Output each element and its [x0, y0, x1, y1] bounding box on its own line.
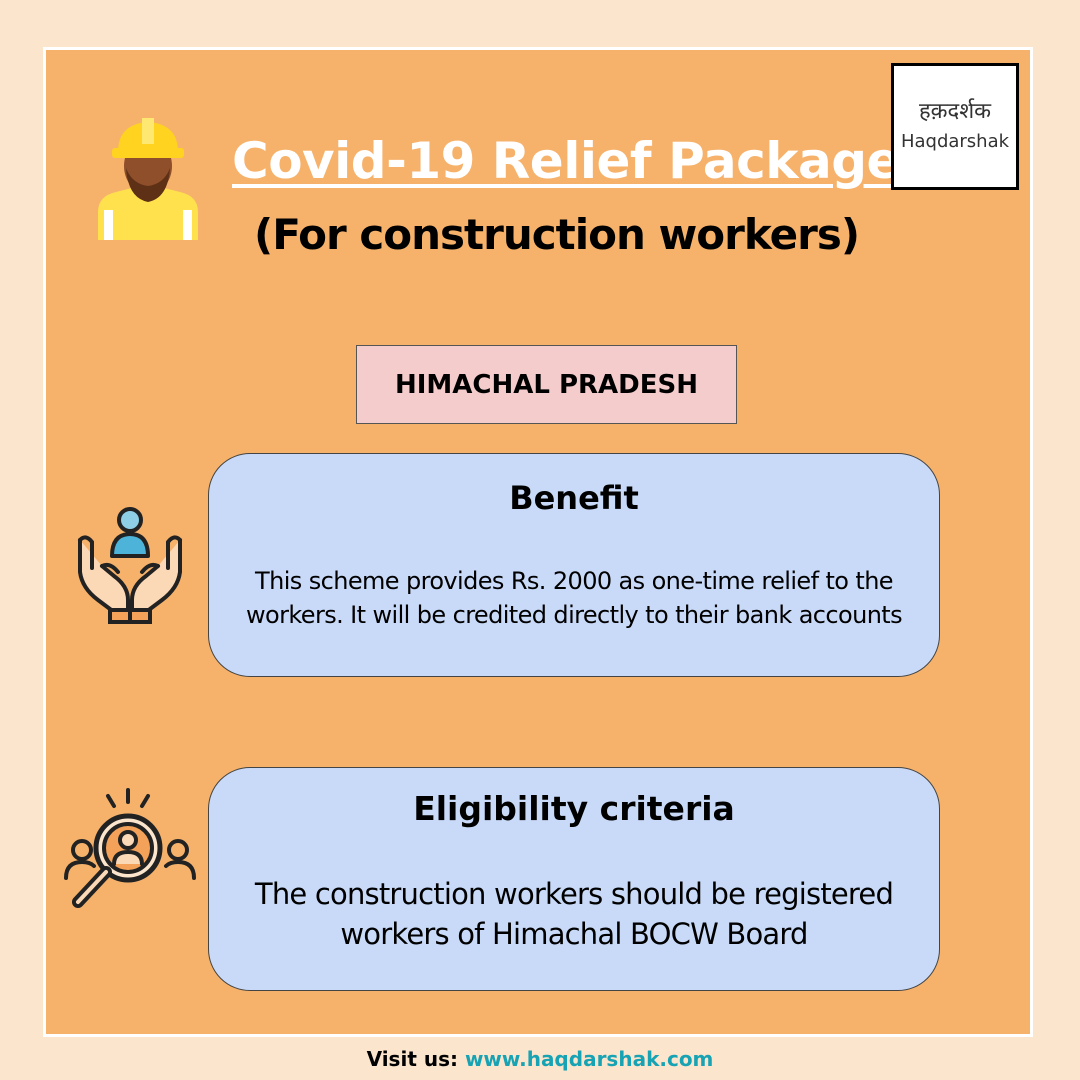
magnifier-people-icon [64, 788, 196, 908]
benefit-title: Benefit [509, 479, 639, 517]
eligibility-title: Eligibility criteria [413, 789, 735, 828]
construction-worker-icon [98, 118, 198, 240]
page-subtitle: (For construction workers) [254, 210, 860, 259]
eligibility-box: Eligibility criteria The construction wo… [208, 767, 940, 991]
logo-hindi-text: हक़दर्शक [918, 99, 992, 124]
footer-label: Visit us: [366, 1047, 458, 1071]
state-badge: HIMACHAL PRADESH [356, 345, 737, 424]
page-title: Covid-19 Relief Package [232, 132, 900, 190]
website-link[interactable]: www.haqdarshak.com [464, 1047, 714, 1071]
benefit-box: Benefit This scheme provides Rs. 2000 as… [208, 453, 940, 677]
haqdarshak-logo: हक़दर्शक Haqdarshak [891, 63, 1019, 190]
hands-holding-person-icon [78, 507, 182, 624]
footer: Visit us: www.haqdarshak.com [0, 1044, 1080, 1074]
eligibility-text: The construction workers should be regis… [254, 877, 894, 951]
logo-english-text: Haqdarshak [900, 131, 1010, 152]
benefit-text: This scheme provides Rs. 2000 as one-tim… [245, 567, 903, 629]
